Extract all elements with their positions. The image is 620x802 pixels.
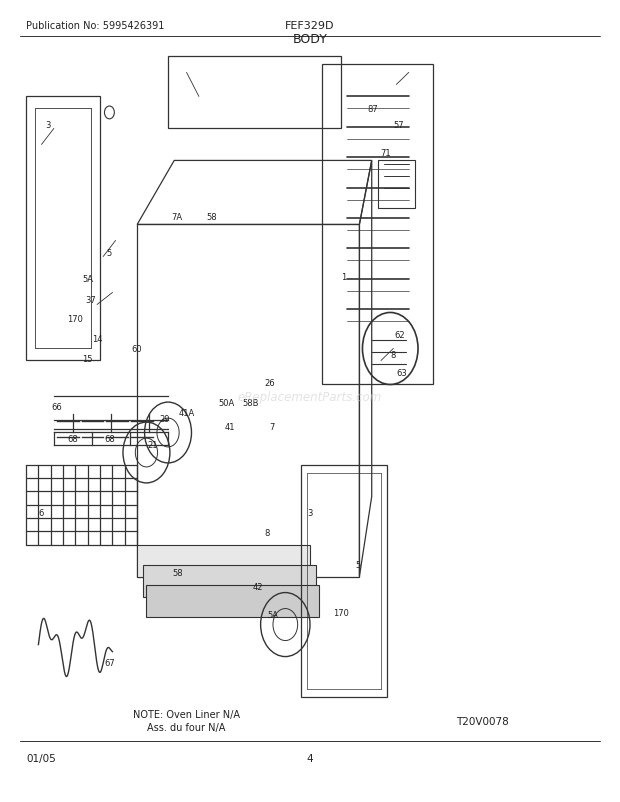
Text: 4: 4 <box>307 752 313 763</box>
Text: 37: 37 <box>86 296 96 305</box>
Text: 26: 26 <box>265 379 275 388</box>
Text: NOTE: Oven Liner N/A: NOTE: Oven Liner N/A <box>133 709 240 719</box>
Text: 8: 8 <box>264 529 270 537</box>
Text: 66: 66 <box>51 403 63 412</box>
Text: 68: 68 <box>67 434 78 443</box>
Text: 3: 3 <box>45 121 50 130</box>
Text: 5: 5 <box>107 249 112 257</box>
Polygon shape <box>143 565 316 597</box>
Text: 41: 41 <box>224 422 235 431</box>
Text: 7A: 7A <box>172 213 183 221</box>
Text: 01/05: 01/05 <box>26 752 56 763</box>
Text: 14: 14 <box>92 334 102 343</box>
Text: T20V0078: T20V0078 <box>456 715 509 726</box>
Polygon shape <box>146 585 319 617</box>
Text: Publication No: 5995426391: Publication No: 5995426391 <box>26 22 164 31</box>
Text: 5A: 5A <box>82 274 93 283</box>
Text: 57: 57 <box>393 121 404 130</box>
Text: 5A: 5A <box>267 610 278 620</box>
Text: 3: 3 <box>308 508 312 517</box>
Text: FEF329D: FEF329D <box>285 22 335 31</box>
Text: 8: 8 <box>391 351 396 360</box>
Text: 58: 58 <box>206 213 216 221</box>
Text: 67: 67 <box>104 658 115 667</box>
Text: 170: 170 <box>68 314 84 323</box>
Text: 6: 6 <box>39 508 44 517</box>
Text: 5: 5 <box>355 561 361 569</box>
Text: 7: 7 <box>269 422 275 431</box>
Polygon shape <box>137 545 310 577</box>
Text: 71: 71 <box>380 148 391 158</box>
Text: 58B: 58B <box>242 398 259 407</box>
Text: 15: 15 <box>82 354 93 363</box>
Text: eReplacementParts.com: eReplacementParts.com <box>238 391 382 403</box>
Text: 170: 170 <box>333 608 349 618</box>
Text: 62: 62 <box>394 331 405 340</box>
Text: 1: 1 <box>342 273 347 282</box>
Text: 63: 63 <box>396 369 407 378</box>
Text: 41A: 41A <box>179 408 195 418</box>
Text: 21: 21 <box>148 440 158 449</box>
Text: BODY: BODY <box>293 34 327 47</box>
Text: 68: 68 <box>104 434 115 443</box>
Text: 60: 60 <box>132 345 143 354</box>
Text: 42: 42 <box>252 582 263 591</box>
Text: 50A: 50A <box>218 398 235 407</box>
Text: 29: 29 <box>160 414 171 423</box>
Text: 87: 87 <box>368 105 378 114</box>
Text: Ass. du four N/A: Ass. du four N/A <box>148 722 226 732</box>
Text: 58: 58 <box>172 569 183 577</box>
